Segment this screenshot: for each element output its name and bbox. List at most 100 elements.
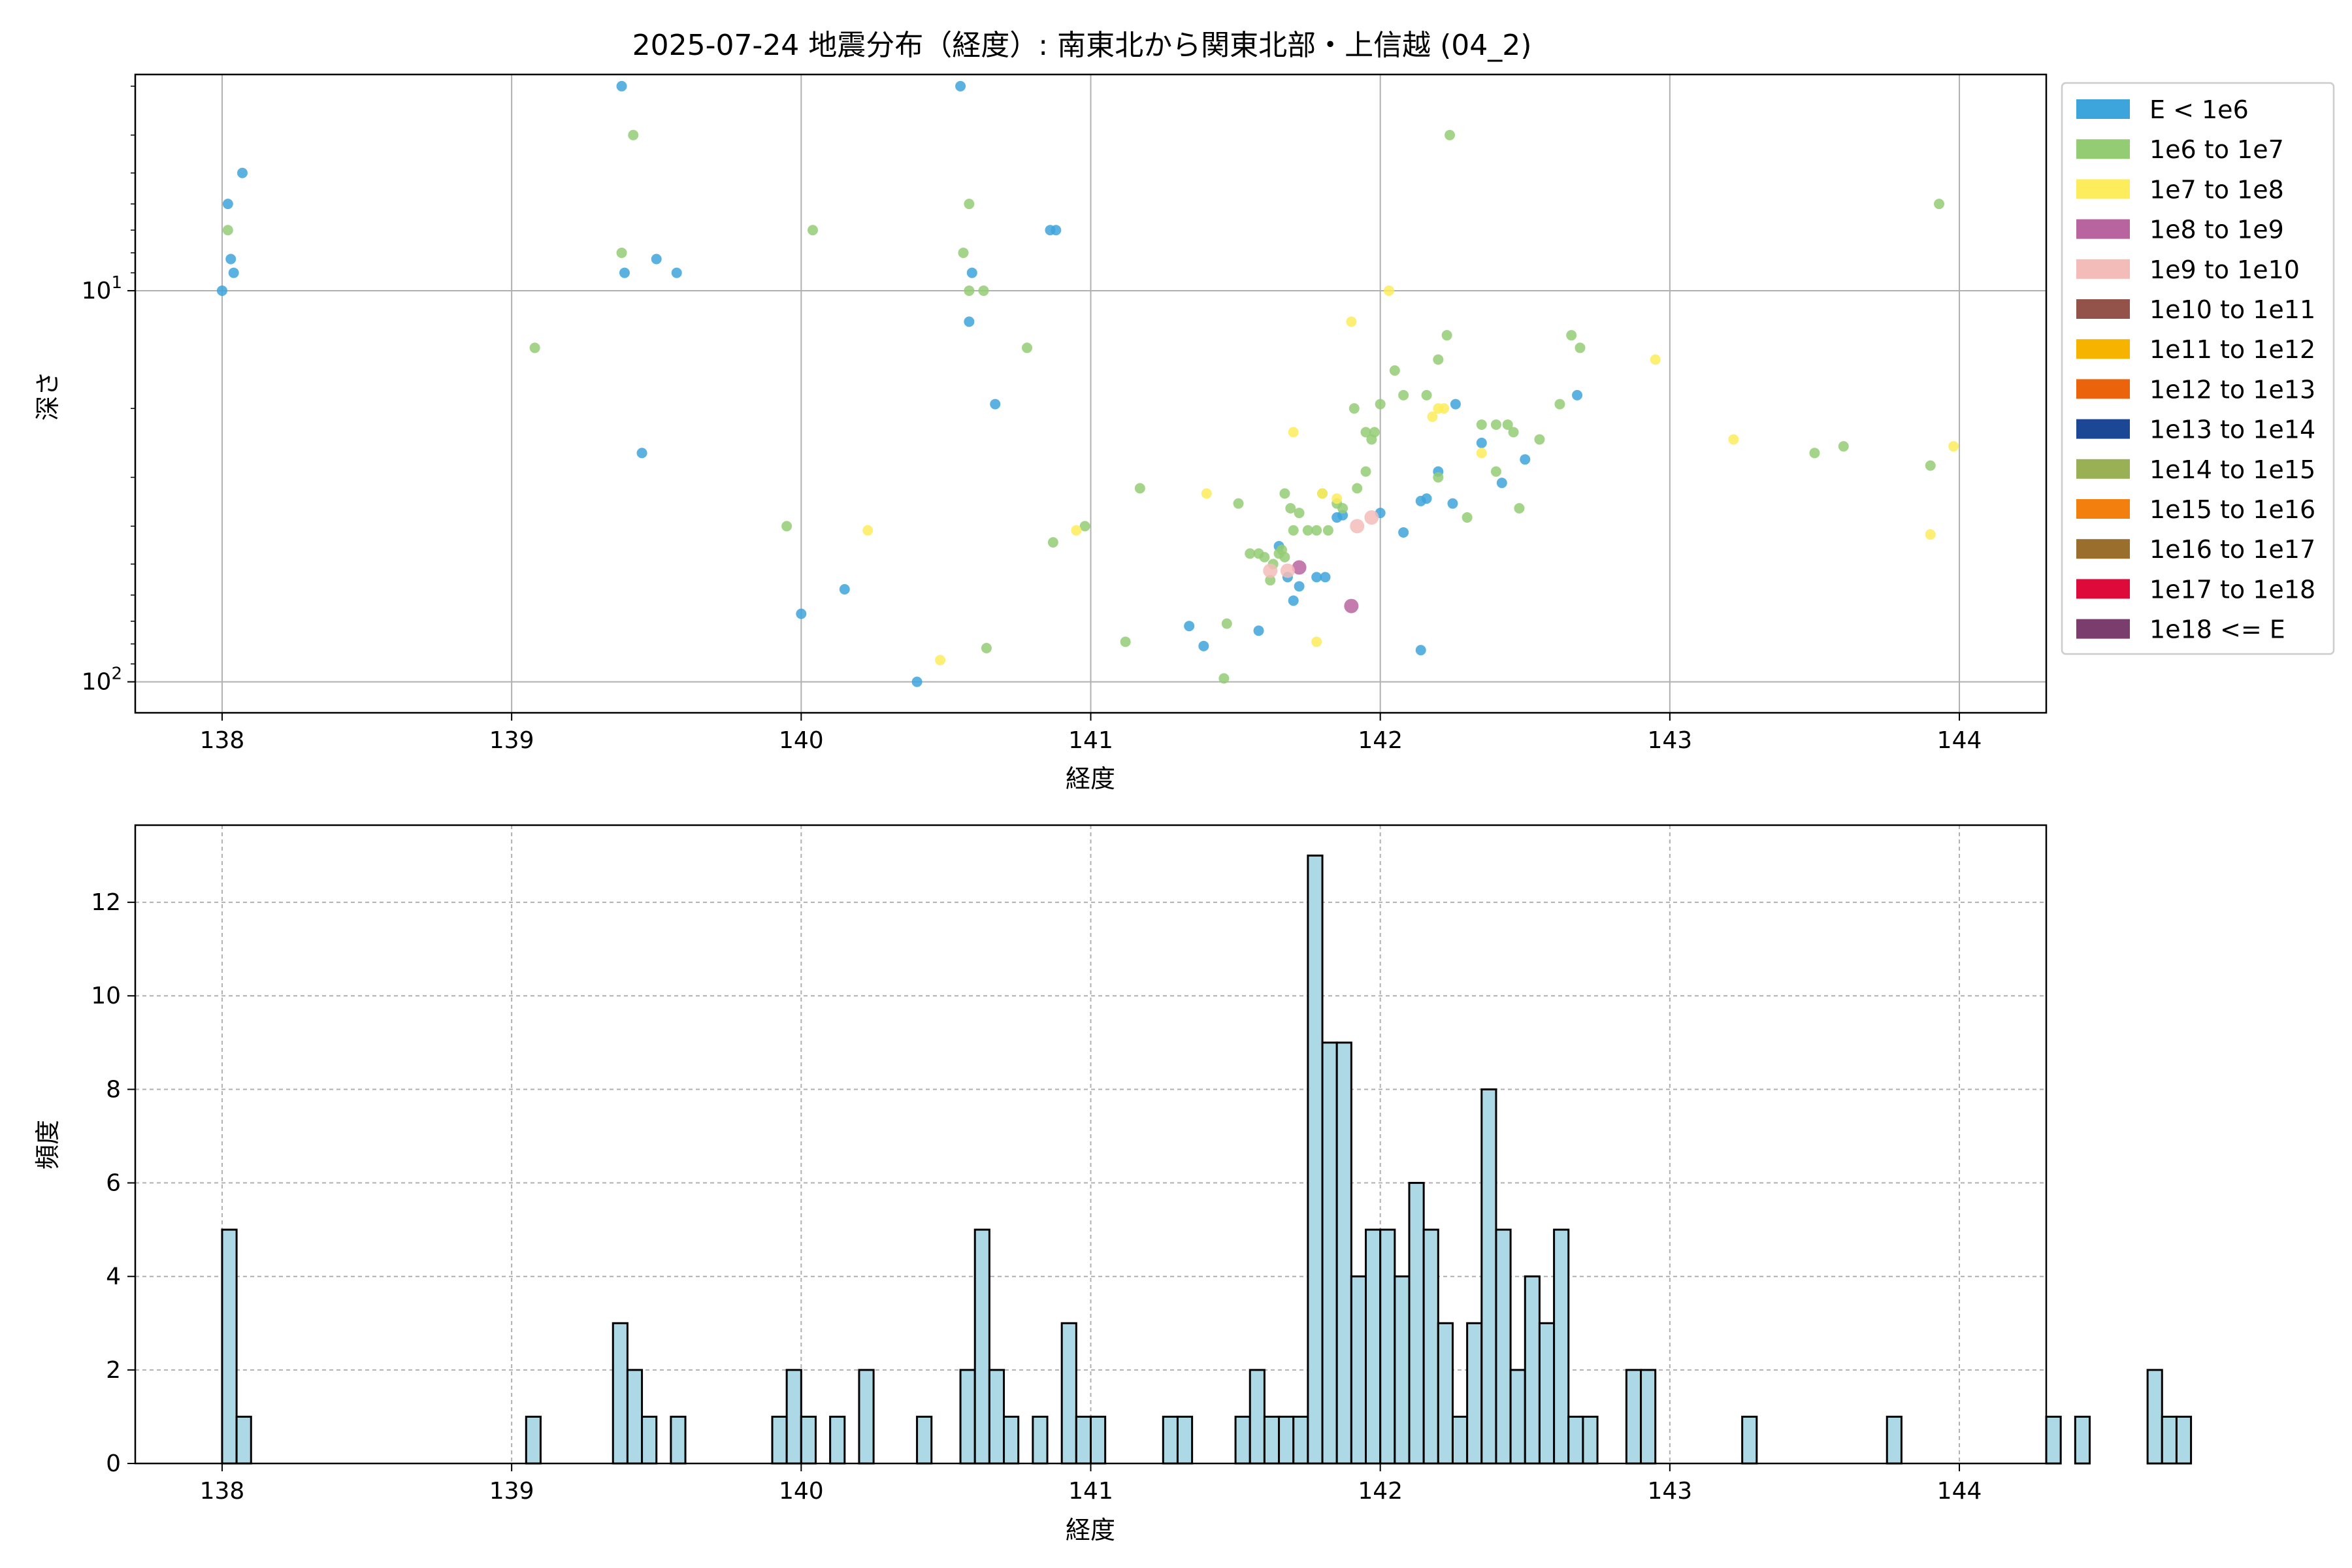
scatter-point: [1433, 354, 1444, 365]
scatter-point: [1375, 399, 1386, 410]
histogram-bar: [2146, 1369, 2163, 1465]
scatter-point: [1317, 488, 1328, 499]
histogram-bar: [1032, 1415, 1049, 1465]
scatter-point: [529, 342, 540, 353]
histogram-bar: [1437, 1322, 1454, 1465]
histogram-bar: [1162, 1415, 1179, 1465]
scatter-point: [1427, 411, 1438, 422]
histogram-bar: [1090, 1415, 1107, 1465]
histogram-bar: [1350, 1275, 1367, 1465]
scatter-point: [1344, 598, 1359, 613]
scatter-point: [964, 199, 975, 210]
scatter-point: [1337, 502, 1348, 514]
legend-label: 1e18 <= E: [2149, 615, 2285, 644]
scatter-point: [1934, 199, 1945, 210]
legend-swatch: [2076, 539, 2130, 559]
legend-swatch: [2076, 419, 2130, 439]
scatter-point: [1433, 472, 1444, 483]
scatter-point: [1263, 563, 1278, 578]
histogram-bar: [1249, 1369, 1266, 1465]
scatter-gridlines: [135, 74, 2046, 713]
scatter-point: [1198, 640, 1209, 651]
scatter-point: [1294, 508, 1305, 519]
legend-swatch: [2076, 579, 2130, 599]
legend-items: E < 1e6 1e6 to 1e7 1e7 to 1e8 1e8 to 1e9 1e9…: [2076, 95, 2315, 644]
histogram-bar: [800, 1415, 817, 1465]
legend-label: 1e12 to 1e13: [2149, 375, 2315, 404]
histogram-bar: [2161, 1415, 2178, 1465]
scatter-point: [981, 643, 992, 654]
scatter-point: [1279, 488, 1290, 499]
histogram-x-ticks: 138 139 140 141 142 143 144: [200, 1463, 1982, 1505]
scatter-point: [935, 655, 946, 666]
scatter-point: [1650, 354, 1661, 365]
scatter-point: [1311, 636, 1322, 647]
scatter-y-axis-label: 深さ: [33, 371, 62, 421]
legend-swatch: [2076, 499, 2130, 519]
histogram-bar: [612, 1322, 629, 1465]
histogram-bar: [1509, 1369, 1526, 1465]
scatter-point: [1838, 441, 1849, 452]
scatter-x-axis-label: 経度: [1066, 764, 1115, 793]
scatter-point: [1441, 330, 1452, 341]
histogram-bar: [1538, 1322, 1556, 1465]
legend-swatch: [2076, 459, 2130, 479]
scatter-point: [1476, 448, 1487, 459]
scatter-y-ticks: 101 102: [82, 86, 135, 696]
histogram-bar: [988, 1369, 1005, 1465]
scatter-point: [1311, 525, 1322, 536]
scatter-y-tick-label: 101: [82, 273, 122, 304]
scatter-point: [1462, 512, 1473, 523]
scatter-point: [1421, 493, 1432, 504]
scatter-point: [781, 521, 792, 532]
scatter-point: [955, 80, 966, 91]
scatter-x-ticks: 138 139 140 141 142 143 144: [200, 713, 1982, 754]
scatter-point: [911, 676, 923, 687]
scatter-point: [1502, 419, 1513, 430]
histogram-x-tick-label: 141: [1068, 1478, 1113, 1505]
histogram-y-tick-label: 10: [91, 983, 121, 1009]
scatter-point: [1047, 537, 1058, 548]
histogram-bar: [959, 1369, 976, 1465]
scatter-point: [1331, 493, 1343, 504]
histogram-bar: [1422, 1228, 1439, 1465]
legend-label: 1e6 to 1e7: [2149, 135, 2284, 164]
scatter-point: [1348, 403, 1360, 414]
histogram-bar: [1335, 1041, 1352, 1465]
scatter-point: [1322, 525, 1333, 536]
histogram-bar: [1451, 1415, 1469, 1465]
scatter-point: [1071, 525, 1082, 536]
histogram-bar: [771, 1415, 788, 1465]
histogram-x-tick-label: 140: [779, 1478, 824, 1505]
scatter-point: [958, 247, 969, 258]
histogram-y-tick-label: 0: [106, 1450, 121, 1477]
scatter-point: [1398, 389, 1409, 400]
scatter-point: [1245, 548, 1256, 559]
scatter-point: [990, 399, 1001, 410]
scatter-point: [1360, 466, 1371, 477]
scatter-point: [1534, 434, 1545, 445]
legend-swatch: [2076, 339, 2130, 359]
scatter-panel: 2025-07-24 地震分布（経度）: 南東北から関東北部・上信越 (04_2…: [33, 29, 2048, 793]
scatter-point: [964, 316, 975, 327]
scatter-point: [222, 225, 233, 236]
histogram-bar: [1408, 1182, 1425, 1465]
histogram-bar: [1567, 1415, 1584, 1465]
scatter-point: [1218, 673, 1230, 684]
histogram-bar: [2074, 1415, 2091, 1465]
scatter-point: [1360, 427, 1371, 438]
histogram-bar: [1060, 1322, 1077, 1465]
scatter-point: [1364, 510, 1379, 525]
scatter-x-tick-label: 139: [489, 727, 534, 754]
scatter-point: [1398, 527, 1409, 538]
legend-swatch: [2076, 299, 2130, 319]
scatter-point: [1554, 399, 1565, 410]
scatter-point: [1279, 551, 1290, 563]
scatter-x-tick-label: 143: [1648, 727, 1693, 754]
scatter-point: [216, 285, 227, 296]
histogram-bar: [1495, 1228, 1512, 1465]
scatter-point: [1575, 342, 1586, 353]
legend-label: 1e17 to 1e18: [2149, 575, 2315, 604]
legend-swatch: [2076, 219, 2130, 239]
